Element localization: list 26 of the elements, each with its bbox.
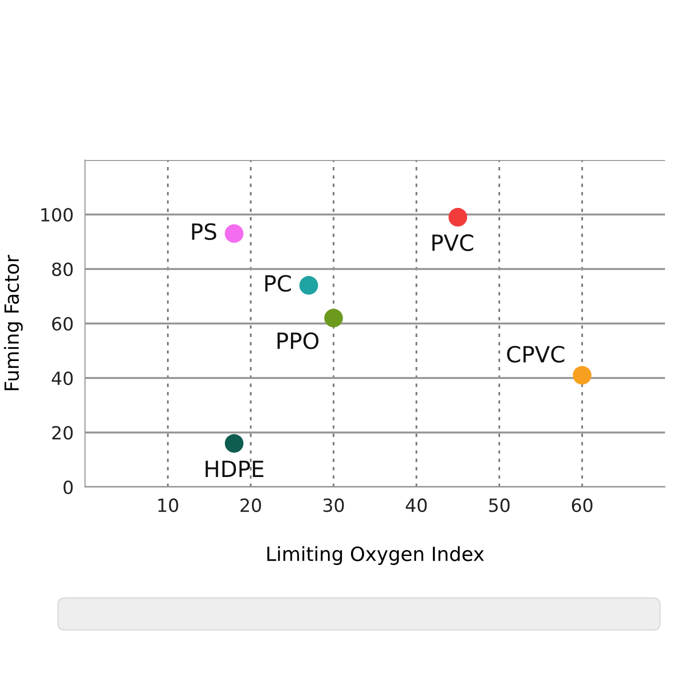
y-axis-title: Fuming Factor (4, 254, 23, 390)
y-tick-label: 0 (64, 480, 73, 494)
point (448, 208, 468, 227)
y-tick-label: 60 (52, 316, 73, 331)
y-tick-label: 100 (41, 208, 73, 222)
series-label: PVC (432, 234, 474, 252)
series-label: HDPE (206, 460, 264, 477)
y-tick-label: 40 (52, 371, 73, 386)
x-tick-label: 30 (323, 498, 344, 512)
point (572, 366, 592, 385)
x-axis-title: Limiting Oxygen Index (267, 546, 484, 565)
point (224, 224, 244, 243)
point (324, 308, 343, 328)
y-tick-label: 20 (52, 426, 73, 440)
x-tick-label: 60 (572, 498, 592, 512)
x-tick-label: 10 (158, 498, 178, 512)
series-label: CPVC (507, 346, 564, 363)
series-label: PPO (278, 332, 318, 350)
y-tick-label: 80 (52, 262, 73, 276)
point (224, 434, 244, 453)
point (299, 276, 318, 295)
x-tick-label: 20 (240, 498, 262, 512)
x-tick-label: 40 (406, 498, 427, 512)
series-label: PS (192, 223, 216, 240)
x-tick-label: 50 (489, 498, 510, 512)
series-label: PC (265, 274, 291, 292)
